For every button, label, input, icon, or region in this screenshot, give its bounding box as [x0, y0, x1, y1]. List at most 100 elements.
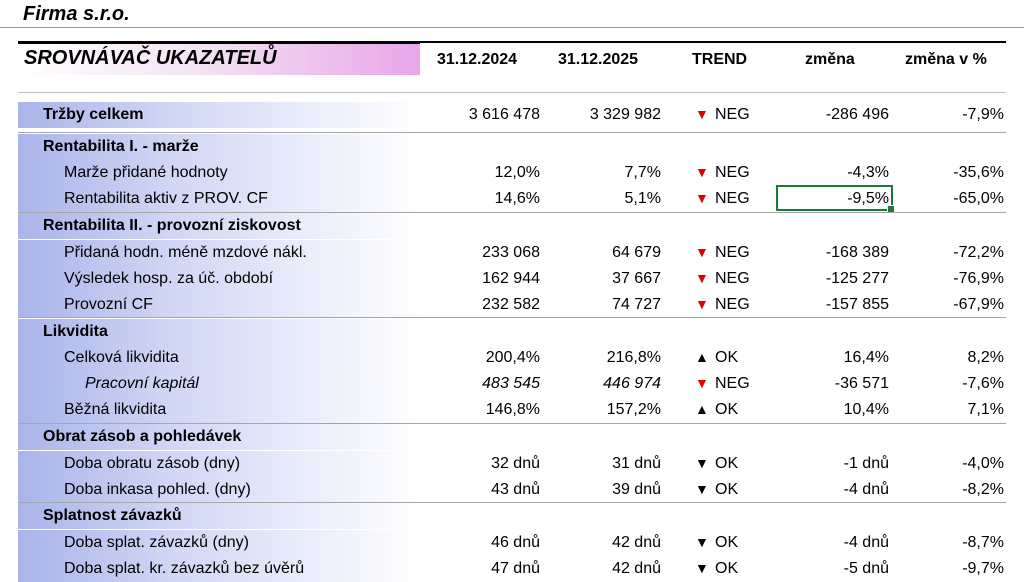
change-pct-value[interactable]: 7,1% [967, 401, 1004, 418]
table-row[interactable]: Výsledek hosp. za úč. období 162 944 37 … [0, 266, 1024, 292]
change-value[interactable]: -36 571 [834, 375, 889, 392]
col-header-change-pct[interactable]: změna v % [905, 51, 987, 68]
table-row[interactable]: Provozní CF 232 582 74 727 ▼ NEG -157 855… [0, 292, 1024, 318]
row-label-band [18, 186, 420, 212]
trend-cell[interactable]: ▼ NEG [695, 190, 750, 208]
sheet-title-cell[interactable]: SROVNÁVAČ UKAZATELŮ [18, 41, 420, 75]
section-header-rentabilita-1[interactable]: Rentabilita I. - marže [0, 134, 1024, 160]
value-2025[interactable]: 31 dnů [612, 455, 661, 472]
change-value[interactable]: -4 dnů [843, 481, 889, 498]
change-value[interactable]: -125 277 [825, 270, 889, 287]
value-2024[interactable]: 3 616 478 [468, 106, 540, 123]
value-2025[interactable]: 216,8% [606, 349, 661, 366]
header-divider [18, 92, 1006, 93]
row-label: Doba splat. závazků (dny) [64, 534, 249, 551]
change-value[interactable]: -1 dnů [843, 455, 889, 472]
table-row[interactable]: Pracovní kapitál 483 545 446 974 ▼ NEG -3… [0, 371, 1024, 397]
trend-cell[interactable]: ▼ NEG [695, 244, 750, 262]
change-pct-value[interactable]: -76,9% [953, 270, 1004, 287]
trend-cell[interactable]: ▼ OK [695, 455, 738, 473]
value-2024[interactable]: 233 068 [482, 244, 540, 261]
value-2025[interactable]: 7,7% [624, 164, 661, 181]
trend-up-arrow-icon: ▲ [695, 401, 709, 417]
trend-down-arrow-icon: ▼ [695, 244, 709, 260]
col-header-change[interactable]: změna [805, 51, 855, 68]
value-2025[interactable]: 157,2% [606, 401, 661, 418]
value-2024[interactable]: 14,6% [494, 190, 540, 207]
trend-cell[interactable]: ▲ OK [695, 349, 738, 367]
col-header-trend[interactable]: TREND [692, 51, 748, 68]
trend-cell[interactable]: ▼ NEG [695, 106, 750, 124]
table-row[interactable]: Doba splat. kr. závazků bez úvěrů 47 dnů… [0, 556, 1024, 582]
trend-cell[interactable]: ▼ NEG [695, 375, 750, 393]
table-row[interactable]: Rentabilita aktiv z PROV. CF 14,6% 5,1% … [0, 186, 1024, 212]
trend-label: NEG [715, 270, 750, 287]
value-2024[interactable]: 46 dnů [491, 534, 540, 551]
section-divider [18, 502, 1006, 503]
table-row[interactable]: Běžná likvidita 146,8% 157,2% ▲ OK 10,4% … [0, 397, 1024, 423]
col-header-2024[interactable]: 31.12.2024 [437, 51, 518, 68]
value-2025[interactable]: 64 679 [612, 244, 661, 261]
value-2025[interactable]: 5,1% [624, 190, 661, 207]
value-2024[interactable]: 12,0% [494, 164, 540, 181]
change-value[interactable]: -4 dnů [843, 534, 889, 551]
table-row[interactable]: Celková likvidita 200,4% 216,8% ▲ OK 16,4… [0, 345, 1024, 371]
value-2024[interactable]: 32 dnů [491, 455, 540, 472]
trend-cell[interactable]: ▼ OK [695, 560, 738, 578]
value-2024[interactable]: 200,4% [485, 349, 540, 366]
value-2024[interactable]: 47 dnů [491, 560, 540, 577]
change-value[interactable]: 10,4% [843, 401, 889, 418]
value-2025[interactable]: 42 dnů [612, 560, 661, 577]
trend-cell[interactable]: ▼ NEG [695, 164, 750, 182]
change-value[interactable]: -4,3% [847, 164, 889, 181]
table-row[interactable]: Přidaná hodn. méně mzdové nákl. 233 068 … [0, 240, 1024, 266]
change-pct-value[interactable]: -9,7% [962, 560, 1004, 577]
value-2024[interactable]: 146,8% [485, 401, 540, 418]
trend-cell[interactable]: ▼ NEG [695, 270, 750, 288]
change-value[interactable]: 16,4% [843, 349, 889, 366]
value-2025[interactable]: 446 974 [603, 375, 661, 392]
value-2024[interactable]: 162 944 [482, 270, 540, 287]
row-label-band [18, 240, 420, 266]
table-row[interactable]: Marže přidané hodnoty 12,0% 7,7% ▼ NEG -4… [0, 160, 1024, 186]
section-header-likvidita[interactable]: Likvidita [0, 319, 1024, 345]
value-2024[interactable]: 483 545 [482, 375, 540, 392]
value-2025[interactable]: 42 dnů [612, 534, 661, 551]
trend-cell[interactable]: ▼ OK [695, 534, 738, 552]
change-value[interactable]: -9,5% [847, 190, 889, 207]
change-pct-value[interactable]: -8,7% [962, 534, 1004, 551]
change-pct-value[interactable]: -65,0% [953, 190, 1004, 207]
trend-cell[interactable]: ▼ NEG [695, 296, 750, 314]
change-pct-value[interactable]: -7,6% [962, 375, 1004, 392]
trend-cell[interactable]: ▲ OK [695, 401, 738, 419]
section-header-rentabilita-2[interactable]: Rentabilita II. - provozní ziskovost [0, 213, 1024, 239]
change-pct-value[interactable]: -7,9% [962, 106, 1004, 123]
change-pct-value[interactable]: -35,6% [953, 164, 1004, 181]
table-row[interactable]: Doba obratu zásob (dny) 32 dnů 31 dnů ▼ O… [0, 451, 1024, 477]
value-2024[interactable]: 232 582 [482, 296, 540, 313]
change-value[interactable]: -5 dnů [843, 560, 889, 577]
change-pct-value[interactable]: -4,0% [962, 455, 1004, 472]
change-value[interactable]: -157 855 [825, 296, 889, 313]
col-header-2025[interactable]: 31.12.2025 [558, 51, 639, 68]
change-pct-value[interactable]: -67,9% [953, 296, 1004, 313]
table-row[interactable]: Doba splat. závazků (dny) 46 dnů 42 dnů … [0, 530, 1024, 556]
value-2025[interactable]: 39 dnů [612, 481, 661, 498]
row-label: Pracovní kapitál [85, 375, 199, 392]
change-pct-value[interactable]: -8,2% [962, 481, 1004, 498]
change-value[interactable]: -286 496 [825, 106, 889, 123]
table-row-trzby[interactable]: Tržby celkem 3 616 478 3 329 982 ▼ NEG -2… [0, 102, 1024, 128]
section-header-obrat[interactable]: Obrat zásob a pohledávek [0, 424, 1024, 450]
value-2024[interactable]: 43 dnů [491, 481, 540, 498]
selected-cell[interactable] [776, 185, 895, 213]
value-2025[interactable]: 3 329 982 [589, 106, 661, 123]
change-pct-value[interactable]: -72,2% [953, 244, 1004, 261]
table-row[interactable]: Doba inkasa pohled. (dny) 43 dnů 39 dnů … [0, 477, 1024, 503]
value-2025[interactable]: 74 727 [612, 296, 661, 313]
section-header-splatnost[interactable]: Splatnost závazků [0, 503, 1024, 529]
row-label: Marže přidané hodnoty [64, 164, 228, 181]
change-pct-value[interactable]: 8,2% [967, 349, 1004, 366]
change-value[interactable]: -168 389 [825, 244, 889, 261]
value-2025[interactable]: 37 667 [612, 270, 661, 287]
trend-cell[interactable]: ▼ OK [695, 481, 738, 499]
